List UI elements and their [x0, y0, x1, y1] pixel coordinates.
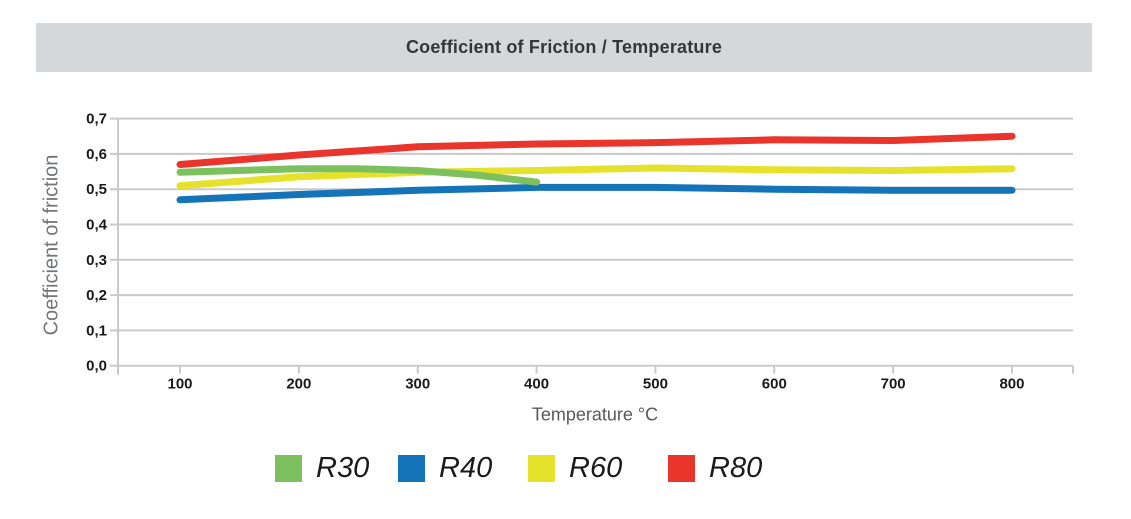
chart-title: Coefficient of Friction / Temperature: [405, 37, 723, 57]
x-tick-label: 600: [762, 376, 787, 393]
y-tick-label: 0,3: [86, 252, 107, 269]
legend-swatch-r40: [398, 455, 425, 482]
x-tick-label: 700: [881, 376, 906, 393]
series-line-r80: [176, 132, 1016, 168]
legend-item-r40: R40: [398, 452, 492, 485]
legend-item-r30: R30: [275, 452, 369, 485]
legend-swatch-r30: [275, 455, 302, 482]
x-tick-label: 400: [524, 376, 549, 393]
x-tick-label: 100: [167, 376, 192, 393]
y-tick-label: 0,7: [86, 111, 107, 128]
x-tick-label: 300: [405, 376, 430, 393]
y-tick-label: 0,0: [86, 358, 107, 375]
y-tick-label: 0,5: [86, 181, 107, 198]
y-axis-title: Coefficient of friction: [40, 154, 63, 336]
series-line-r30: [176, 165, 541, 186]
x-tick-label: 500: [643, 376, 668, 393]
y-tick-label: 0,6: [86, 146, 107, 163]
legend-label-r30: R30: [316, 452, 370, 484]
axis-ticks: [110, 117, 1074, 375]
legend-label-r40: R40: [439, 452, 493, 484]
legend-item-r60: R60: [528, 452, 622, 485]
y-tick-label: 0,1: [86, 322, 107, 339]
x-tick-label: 800: [999, 376, 1024, 393]
series-line-r40: [176, 183, 1016, 204]
x-axis-title: Temperature °C: [531, 404, 659, 425]
tick-labels: 0,0 0,1 0,2 0,3 0,4 0,5 0,6 0,7 100 200 300 400 500 6…: [86, 111, 1024, 393]
legend-item-r80: R80: [668, 452, 762, 485]
x-tick-label: 200: [286, 376, 311, 393]
legend-swatch-r60: [528, 455, 555, 482]
chart-title-bar: Coefficient of Friction / Temperature: [36, 23, 1092, 72]
series-lines: [176, 132, 1016, 204]
legend-label-r60: R60: [569, 452, 623, 484]
series-line-r60: [176, 164, 1016, 190]
y-tick-label: 0,4: [86, 217, 108, 234]
legend-label-r80: R80: [709, 452, 763, 484]
y-tick-label: 0,2: [86, 287, 107, 304]
legend: R30 R40 R60 R80: [0, 452, 1131, 488]
legend-swatch-r80: [668, 455, 695, 482]
